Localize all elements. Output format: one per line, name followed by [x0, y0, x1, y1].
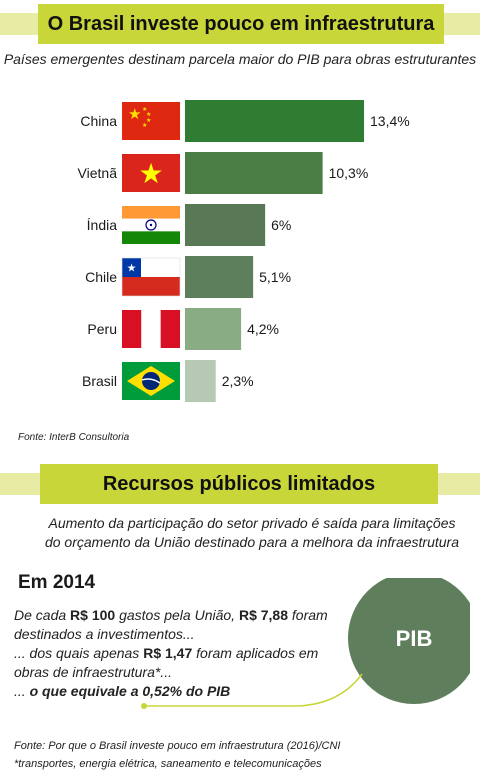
- section1-subtitle: Países emergentes destinam parcela maior…: [3, 51, 477, 67]
- year-heading: Em 2014: [18, 572, 96, 593]
- svg-text:★: ★: [146, 117, 151, 124]
- svg-text:★: ★: [146, 111, 151, 118]
- section1-source: Fonte: InterB Consultoria: [18, 432, 130, 443]
- investment-bar-chart: China ★ ★★★★ 13,4%Vietnã ★ 10,3%Índia 6%Chile★…: [78, 100, 410, 402]
- china-flag-icon: ★ ★★★★: [122, 102, 180, 140]
- bar: [185, 308, 242, 350]
- pib-pointer-dot: [141, 703, 147, 709]
- peru-flag-icon: [122, 310, 180, 348]
- value-label: 4,2%: [247, 321, 279, 337]
- category-label: Peru: [87, 321, 117, 337]
- pib-share: o que equivale a 0,52% do PIB: [29, 683, 231, 699]
- value-label: 10,3%: [329, 165, 369, 181]
- section2-title: Recursos públicos limitados: [102, 472, 376, 495]
- svg-text:★: ★: [142, 122, 147, 129]
- svg-text:★: ★: [127, 262, 137, 275]
- pib-circle: [348, 578, 470, 704]
- chile-flag-icon: ★: [121, 257, 181, 297]
- bar: [185, 360, 216, 402]
- section2-subtitle-line1: Aumento da participação do setor privado…: [48, 515, 456, 531]
- category-label: Brasil: [82, 373, 117, 389]
- pib-pointer-line: [144, 673, 363, 707]
- budget-paragraph: De cada R$ 100 gastos pela União, R$ 7,8…: [14, 606, 334, 701]
- section1-title: O Brasil investe pouco em infraestrutura: [47, 12, 435, 35]
- footnote: *transportes, energia elétrica, saneamen…: [14, 758, 322, 770]
- budget-line-3: ... o que equivale a 0,52% do PIB: [14, 683, 231, 699]
- svg-text:★: ★: [142, 106, 147, 113]
- section2-subtitle-line2: do orçamento da União destinado para a m…: [44, 534, 460, 550]
- bar: [185, 100, 364, 142]
- brazil-flag-icon: [122, 362, 180, 400]
- category-label: Vietnã: [78, 165, 118, 181]
- pib-graphic: PIB: [141, 578, 470, 709]
- pib-label: PIB: [396, 626, 433, 651]
- bar: [185, 204, 266, 246]
- banner-box: Recursos públicos limitados: [40, 464, 438, 504]
- budget-line-1: De cada R$ 100 gastos pela União, R$ 7,8…: [14, 607, 328, 642]
- bar: [185, 152, 323, 194]
- banner-infraestrutura: O Brasil investe pouco em infraestrutura: [0, 4, 480, 44]
- value-label: 13,4%: [370, 113, 410, 129]
- category-label: Índia: [87, 217, 118, 233]
- svg-text:★: ★: [138, 157, 163, 190]
- category-label: Chile: [85, 269, 117, 285]
- value-label: 5,1%: [259, 269, 291, 285]
- vietnam-flag-icon: ★: [122, 154, 180, 192]
- banner-box: O Brasil investe pouco em infraestrutura: [38, 4, 444, 44]
- value-1-47: R$ 1,47: [143, 645, 193, 661]
- section2-source: Fonte: Por que o Brasil investe pouco em…: [14, 740, 341, 752]
- svg-text:★: ★: [128, 105, 141, 123]
- value-7-88: R$ 7,88: [238, 607, 288, 623]
- banner-recursos: Recursos públicos limitados: [0, 464, 480, 504]
- section2-subtitle: Aumento da participação do setor privado…: [12, 514, 480, 552]
- budget-line-2: ... dos quais apenas R$ 1,47 foram aplic…: [14, 645, 319, 680]
- india-flag-icon: [122, 206, 180, 244]
- bar: [185, 256, 254, 298]
- value-label: 2,3%: [222, 373, 254, 389]
- value-100: R$ 100: [70, 607, 116, 623]
- value-label: 6%: [271, 217, 291, 233]
- category-label: China: [80, 113, 117, 129]
